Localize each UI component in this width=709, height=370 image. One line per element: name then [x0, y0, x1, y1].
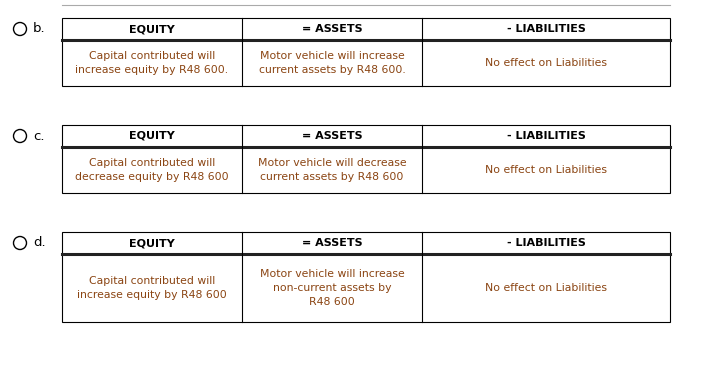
Text: = ASSETS: = ASSETS [302, 24, 362, 34]
Text: No effect on Liabilities: No effect on Liabilities [485, 165, 607, 175]
Text: - LIABILITIES: - LIABILITIES [506, 238, 586, 248]
Text: d.: d. [33, 236, 45, 249]
Text: EQUITY: EQUITY [129, 24, 175, 34]
Text: Motor vehicle will increase
non-current assets by
R48 600: Motor vehicle will increase non-current … [259, 269, 404, 307]
Text: EQUITY: EQUITY [129, 131, 175, 141]
Text: - LIABILITIES: - LIABILITIES [506, 24, 586, 34]
Bar [62, 18, 670, 86]
Bar [62, 125, 670, 193]
Text: c.: c. [33, 130, 45, 142]
Text: Capital contributed will
increase equity by R48 600: Capital contributed will increase equity… [77, 276, 227, 300]
Text: Capital contributed will
increase equity by R48 600.: Capital contributed will increase equity… [75, 51, 228, 75]
Text: Capital contributed will
decrease equity by R48 600: Capital contributed will decrease equity… [75, 158, 229, 182]
Text: = ASSETS: = ASSETS [302, 238, 362, 248]
Text: b.: b. [33, 23, 45, 36]
Bar [62, 232, 670, 322]
Text: - LIABILITIES: - LIABILITIES [506, 131, 586, 141]
Text: No effect on Liabilities: No effect on Liabilities [485, 283, 607, 293]
Text: No effect on Liabilities: No effect on Liabilities [485, 58, 607, 68]
Text: EQUITY: EQUITY [129, 238, 175, 248]
Text: Motor vehicle will decrease
current assets by R48 600: Motor vehicle will decrease current asse… [257, 158, 406, 182]
Text: Motor vehicle will increase
current assets by R48 600.: Motor vehicle will increase current asse… [259, 51, 406, 75]
Text: = ASSETS: = ASSETS [302, 131, 362, 141]
